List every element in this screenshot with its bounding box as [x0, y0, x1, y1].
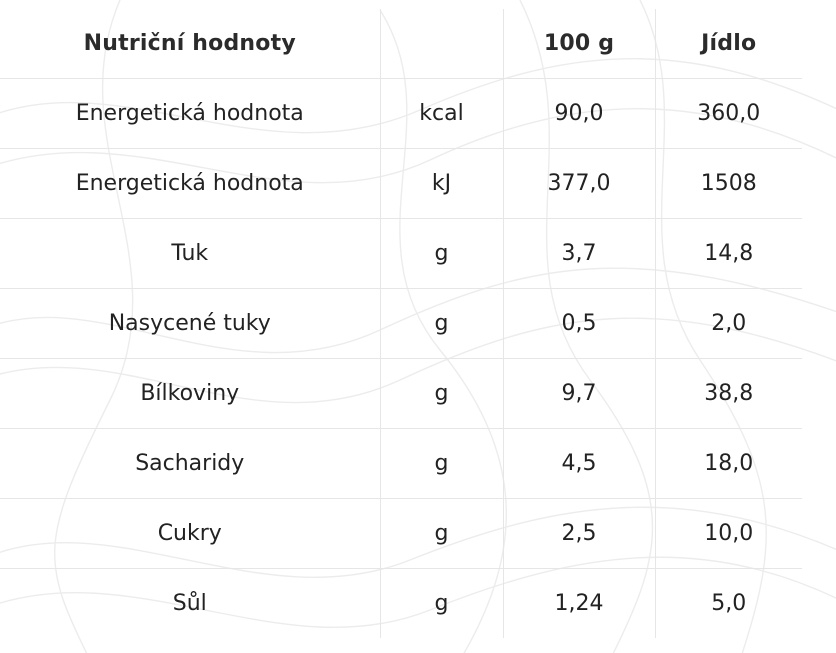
- nutrient-name: Sacharidy: [135, 450, 245, 476]
- value-per-meal: 5,0: [654, 568, 802, 638]
- value-per-100g: 4,5: [502, 428, 655, 498]
- nutrient-unit: g: [379, 568, 503, 638]
- value-per-meal: 360,0: [654, 78, 802, 148]
- nutrient-unit: kJ: [379, 148, 503, 218]
- table-row: Sůl g 1,24 5,0: [0, 568, 802, 638]
- nutrient-name: Tuk: [171, 240, 209, 266]
- table-row: Sacharidy g 4,5 18,0: [0, 428, 802, 498]
- nutrient-name: Sůl: [172, 590, 207, 616]
- value-per-100g: 377,0: [502, 148, 655, 218]
- value-per-100g: 0,5: [502, 288, 655, 358]
- nutrition-table: Nutriční hodnoty 100 g Jídlo Energetická…: [0, 9, 802, 638]
- nutrient-unit: kcal: [379, 78, 503, 148]
- header-per-100g: 100 g: [502, 9, 655, 78]
- value-per-meal: 1508: [654, 148, 802, 218]
- table-row: Bílkoviny g 9,7 38,8: [0, 358, 802, 428]
- value-per-meal: 38,8: [654, 358, 802, 428]
- value-per-meal: 10,0: [654, 498, 802, 568]
- value-per-100g: 2,5: [502, 498, 655, 568]
- nutrient-unit: g: [379, 218, 503, 288]
- value-per-meal: 14,8: [654, 218, 802, 288]
- table-row: Nasycené tuky g 0,5 2,0: [0, 288, 802, 358]
- value-per-100g: 3,7: [502, 218, 655, 288]
- table-row: Energetická hodnota kcal 90,0 360,0: [0, 78, 802, 148]
- table-row: Tuk g 3,7 14,8: [0, 218, 802, 288]
- nutrient-unit: g: [379, 288, 503, 358]
- value-per-meal: 18,0: [654, 428, 802, 498]
- nutrient-name: Energetická hodnota: [75, 100, 304, 126]
- value-per-meal: 2,0: [654, 288, 802, 358]
- header-unit: [379, 9, 503, 78]
- nutrient-unit: g: [379, 498, 503, 568]
- nutrient-name: Cukry: [157, 520, 222, 546]
- nutrient-name: Nasycené tuky: [108, 310, 271, 336]
- nutrient-name: Bílkoviny: [140, 380, 240, 406]
- table-row: Energetická hodnota kJ 377,0 1508: [0, 148, 802, 218]
- table-row: Cukry g 2,5 10,0: [0, 498, 802, 568]
- nutrient-unit: g: [379, 428, 503, 498]
- value-per-100g: 90,0: [502, 78, 655, 148]
- value-per-100g: 1,24: [502, 568, 655, 638]
- nutrient-unit: g: [379, 358, 503, 428]
- header-nutrient: Nutriční hodnoty: [83, 30, 296, 56]
- nutrient-name: Energetická hodnota: [75, 170, 304, 196]
- value-per-100g: 9,7: [502, 358, 655, 428]
- table-header-row: Nutriční hodnoty 100 g Jídlo: [0, 9, 802, 78]
- header-per-meal: Jídlo: [654, 9, 802, 78]
